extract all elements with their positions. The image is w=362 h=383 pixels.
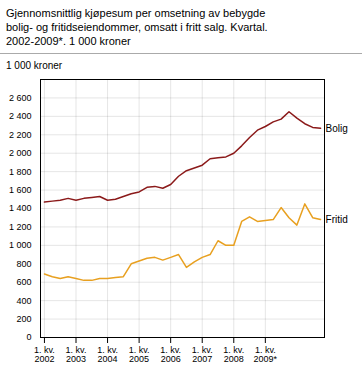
svg-text:1. kv.2003: 1. kv.2003 [66, 345, 87, 364]
svg-text:1. kv.2004: 1. kv.2004 [97, 345, 118, 364]
svg-text:2 400: 2 400 [9, 111, 32, 121]
svg-text:200: 200 [16, 314, 31, 324]
svg-text:2 200: 2 200 [9, 130, 32, 140]
svg-text:1. kv.2009*: 1. kv.2009* [254, 345, 278, 364]
svg-text:1 400: 1 400 [9, 203, 32, 213]
svg-text:1. kv.2002: 1. kv.2002 [34, 345, 55, 364]
svg-text:1. kv.2008: 1. kv.2008 [223, 345, 244, 364]
svg-text:400: 400 [16, 296, 31, 306]
svg-text:Bolig: Bolig [326, 123, 348, 134]
svg-text:1 600: 1 600 [9, 185, 32, 195]
svg-text:1. kv.2007: 1. kv.2007 [192, 345, 213, 364]
svg-text:2 000: 2 000 [9, 148, 32, 158]
html-text:1 000 kroner: 1 000 kroner [6, 60, 63, 71]
svg-text:Fritid: Fritid [326, 214, 348, 225]
svg-text:0: 0 [26, 332, 31, 342]
svg-text:1. kv.2005: 1. kv.2005 [129, 345, 150, 364]
html-text:Gjennomsnittlig kjøpesum per o: Gjennomsnittlig kjøpesum per omsetning a… [6, 7, 268, 47]
svg-text:1 200: 1 200 [9, 222, 32, 232]
svg-text:1 800: 1 800 [9, 167, 32, 177]
svg-text:600: 600 [16, 277, 31, 287]
svg-text:1. kv.2006: 1. kv.2006 [160, 345, 181, 364]
svg-text:1 000: 1 000 [9, 240, 32, 250]
svg-text:800: 800 [16, 259, 31, 269]
svg-text:2 600: 2 600 [9, 93, 32, 103]
